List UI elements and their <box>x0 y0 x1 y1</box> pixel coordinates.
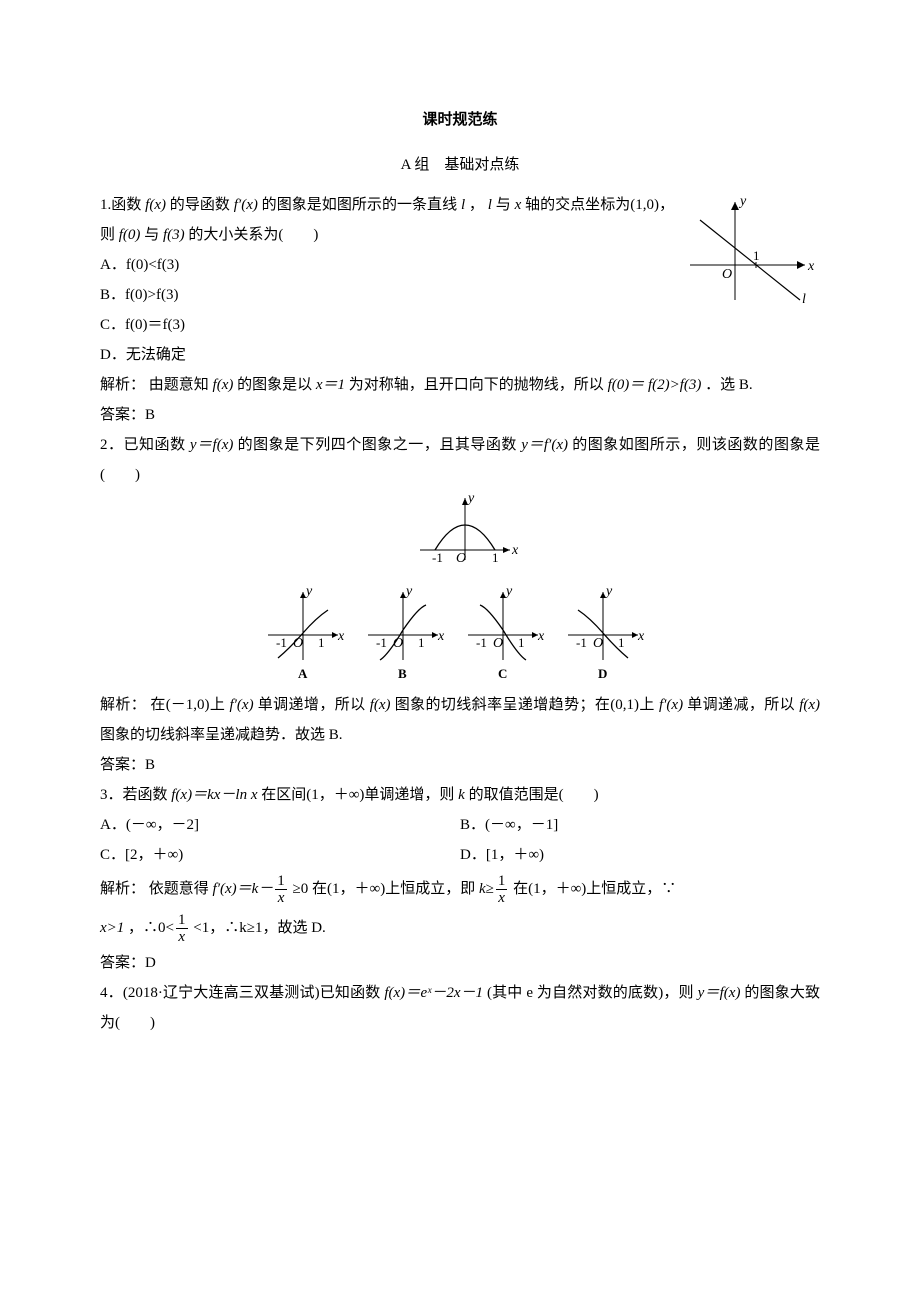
q3-answer: 答案：D <box>100 948 820 978</box>
q1-fpx: f′(x) <box>234 197 258 213</box>
q3-options-row2: C．[2，＋∞) D．[1，＋∞) <box>100 840 820 870</box>
tick-1: 1 <box>753 248 760 263</box>
svg-text:x: x <box>511 543 519 558</box>
q1-option-c: C．f(0)＝f(3) <box>100 310 820 340</box>
q2-figures: y x -1 1 O y x -1 1 O A <box>100 490 820 690</box>
q2-stem: 2．已知函数 y＝f(x) 的图象是下列四个图象之一，且其导函数 y＝f′(x)… <box>100 430 820 490</box>
q1-option-d: D．无法确定 <box>100 340 820 370</box>
q1-answer: 答案：B <box>100 400 820 430</box>
q1-graph: x y O 1 l <box>680 190 820 310</box>
svg-text:-1: -1 <box>432 550 443 565</box>
line-l-label: l <box>802 292 806 307</box>
svg-text:-1: -1 <box>276 635 287 650</box>
section-title: A 组 基础对点练 <box>100 150 820 180</box>
q2-answer: 答案：B <box>100 750 820 780</box>
q1-analysis: 解析： 由题意知 f(x) 的图象是以 x＝1 为对称轴，且开口向下的抛物线，所… <box>100 370 820 400</box>
svg-text:-1: -1 <box>576 635 587 650</box>
q3-option-d: D．[1，＋∞) <box>460 840 820 870</box>
svg-text:A: A <box>298 666 308 681</box>
q1-text: 1.函数 <box>100 197 141 213</box>
svg-text:-1: -1 <box>376 635 387 650</box>
q3-analysis-2: x>1 ，∴0<1x <1，∴k≥1，故选 D. <box>100 909 820 948</box>
q1-text: 的导函数 <box>170 197 230 213</box>
q3-options-row1: A．(－∞，－2] B．(－∞，－1] <box>100 810 820 840</box>
svg-text:x: x <box>337 629 345 644</box>
q1-text: 的图象是如图所示的一条直线 <box>262 197 457 213</box>
q2-analysis: 解析： 在(－1,0)上 f′(x) 单调递增，所以 f(x) 图象的切线斜率呈… <box>100 690 820 750</box>
q1-fx: f(x) <box>145 197 166 213</box>
q3-option-b: B．(－∞，－1] <box>460 810 820 840</box>
q1-text: 与 <box>144 227 159 243</box>
q3-stem: 3．若函数 f(x)＝kx－ln x 在区间(1，＋∞)单调递增，则 k 的取值… <box>100 780 820 810</box>
q3-analysis-1: 解析： 依题意得 f′(x)＝k－1x ≥0 在(1，＋∞)上恒成立，即 k≥1… <box>100 870 820 909</box>
q1-text: 与 <box>496 197 511 213</box>
q1-l: l <box>461 197 465 213</box>
q1-l: l <box>488 197 492 213</box>
svg-text:C: C <box>498 666 507 681</box>
svg-text:1: 1 <box>418 635 425 650</box>
svg-text:B: B <box>398 666 407 681</box>
svg-text:y: y <box>466 491 475 506</box>
q3-option-a: A．(－∞，－2] <box>100 810 460 840</box>
svg-text:1: 1 <box>492 550 499 565</box>
q1-f0: f(0) <box>119 227 141 243</box>
svg-text:O: O <box>593 636 603 651</box>
svg-text:1: 1 <box>518 635 525 650</box>
axis-x-label: x <box>807 259 815 274</box>
svg-text:y: y <box>404 584 413 599</box>
q1-x: x <box>515 197 522 213</box>
svg-text:-1: -1 <box>476 635 487 650</box>
svg-text:1: 1 <box>618 635 625 650</box>
analysis-label: 解析： <box>100 377 145 393</box>
svg-text:x: x <box>637 629 645 644</box>
origin-label: O <box>722 267 732 282</box>
q1-text: 的大小关系为( ) <box>188 227 318 243</box>
q1-text: ， <box>469 197 484 213</box>
page-title: 课时规范练 <box>100 105 820 135</box>
q1-f3: f(3) <box>163 227 185 243</box>
svg-text:y: y <box>604 584 613 599</box>
axis-y-label: y <box>738 194 747 209</box>
svg-text:x: x <box>537 629 545 644</box>
svg-text:1: 1 <box>318 635 325 650</box>
svg-text:O: O <box>393 636 403 651</box>
question-1: x y O 1 l 1.函数 f(x) 的导函数 f′(x) 的图象是如图所示的… <box>100 190 820 370</box>
svg-text:y: y <box>304 584 313 599</box>
svg-text:y: y <box>504 584 513 599</box>
svg-text:x: x <box>437 629 445 644</box>
svg-text:O: O <box>293 636 303 651</box>
svg-text:O: O <box>456 551 466 566</box>
q3-option-c: C．[2，＋∞) <box>100 840 460 870</box>
q4-stem: 4．(2018·辽宁大连高三双基测试)已知函数 f(x)＝eˣ－2x－1 (其中… <box>100 978 820 1038</box>
svg-text:O: O <box>493 636 503 651</box>
svg-text:D: D <box>598 666 607 681</box>
